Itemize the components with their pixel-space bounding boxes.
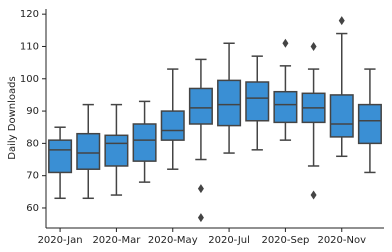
y-tick-label: 80 <box>26 138 39 149</box>
box <box>48 139 73 174</box>
box <box>76 132 101 170</box>
y-tick-label: 90 <box>26 106 39 117</box>
x-tick-label: 2020-Jan <box>38 235 83 246</box>
box <box>217 79 242 127</box>
box <box>104 134 129 167</box>
outlier <box>282 38 289 48</box>
x-tick-label: 2020-Sep <box>261 235 309 246</box>
x-tick-label: 2020-Jul <box>208 235 250 246</box>
box <box>245 81 270 122</box>
box <box>329 94 354 138</box>
box <box>357 103 382 145</box>
outlier <box>338 16 345 26</box>
y-tick-label: 110 <box>20 41 39 52</box>
outlier <box>310 190 317 200</box>
box <box>160 110 185 141</box>
y-axis-label: Daily Downloads <box>7 76 18 159</box>
outlier <box>197 184 204 194</box>
outlier <box>310 41 317 51</box>
y-tick-label: 120 <box>20 9 39 20</box>
outlier <box>197 213 204 223</box>
x-tick-label: 2020-May <box>148 235 198 246</box>
box <box>132 123 157 162</box>
y-tick-label: 60 <box>26 203 39 214</box>
box <box>188 87 213 125</box>
y-tick-label: 70 <box>26 171 39 182</box>
x-tick-label: 2020-Mar <box>92 235 141 246</box>
y-tick-label: 100 <box>20 74 39 85</box>
x-tick-label: 2020-Nov <box>317 235 366 246</box>
box <box>273 90 298 124</box>
